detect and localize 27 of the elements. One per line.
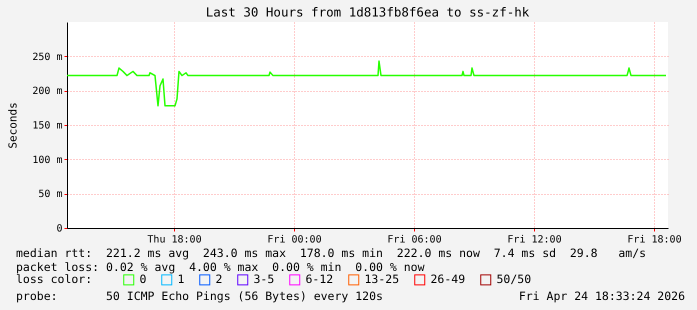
y-tick-label: 200 m: [32, 86, 62, 98]
legend-label: 6-12: [306, 272, 334, 286]
legend-label: 2: [216, 272, 222, 286]
y-axis-title: Seconds: [6, 102, 20, 149]
legend-label: 1: [178, 272, 184, 286]
legend-label: 0: [140, 272, 146, 286]
x-tick-label: Fri 06:00: [387, 234, 442, 246]
y-tick-label: 50 m: [38, 189, 62, 200]
legend-label: 13-25: [364, 272, 400, 286]
text: Fri Apr 24 18:33:24 2026: [518, 289, 685, 303]
text: packet loss: 0.02 % avg 4.00 % max 0.00 % min 0.00 % now: [16, 260, 424, 274]
y-tick-label: 150 m: [32, 120, 62, 132]
legend-label: 50/50: [496, 272, 532, 286]
y-tick-label: 0: [56, 224, 62, 234]
text: median rtt: 221.2 ms avg 243.0 ms max 178.0 ms min 222.0 ms now 7.4 ms sd 29.8 am/s: [16, 246, 646, 260]
x-tick-label: Fri 18:00: [627, 234, 682, 246]
legend-title: loss color:: [16, 272, 92, 286]
x-tick-label: Thu 18:00: [147, 234, 202, 246]
x-tick-label: Fri 00:00: [267, 234, 322, 246]
text: probe: 50 ICMP Echo Pings (56 Bytes) every 120s: [16, 289, 383, 303]
y-tick-label: 250 m: [32, 52, 62, 63]
chart-title: Last 30 Hours from 1d813fb8f6ea to ss-zf-hk: [206, 4, 530, 20]
line-series: [66, 60, 667, 107]
y-tick-label: 100 m: [32, 154, 62, 166]
x-tick-label: Fri 12:00: [507, 234, 562, 246]
legend-label: 3-5: [254, 272, 274, 286]
legend-label: 26-49: [430, 272, 466, 286]
